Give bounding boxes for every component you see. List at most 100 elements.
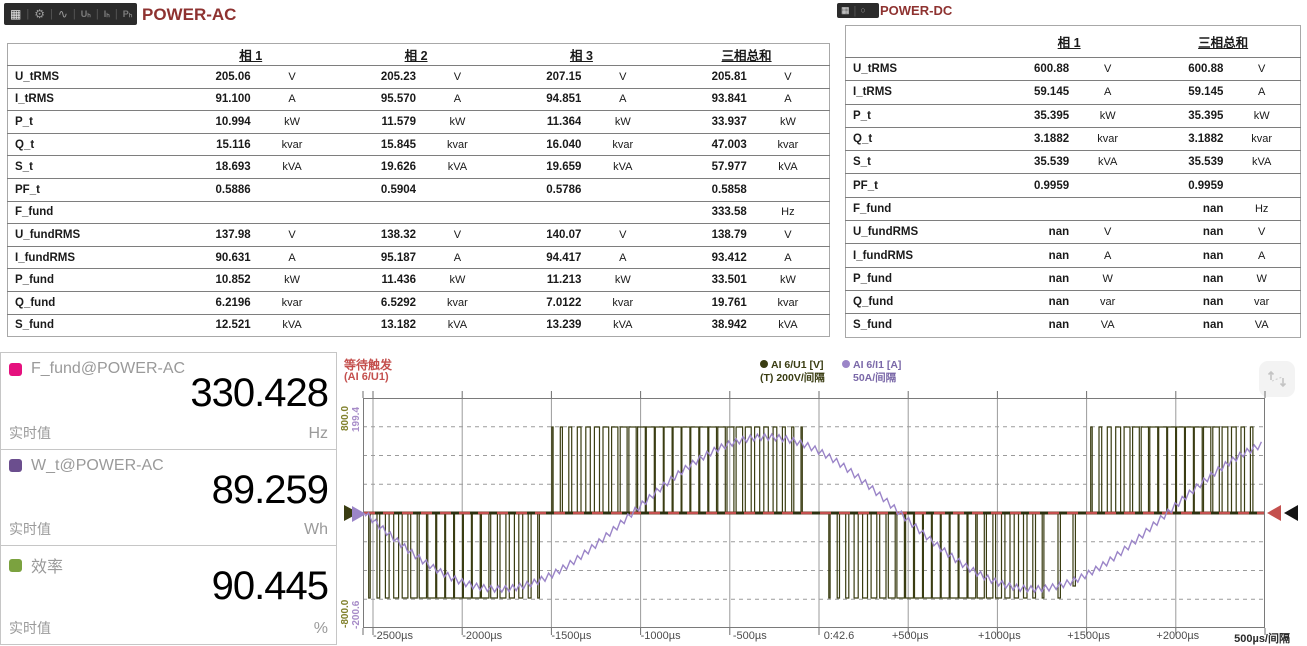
- unit-cell: kW: [614, 115, 631, 128]
- toolbar-separator: |: [49, 8, 53, 20]
- current-axis-max: 199.4: [351, 406, 362, 432]
- value-cell: 207.15: [546, 70, 582, 83]
- value-cell: 15.116: [216, 138, 251, 151]
- value-cell: 95.570: [380, 93, 417, 106]
- unit-cell: kVA: [1252, 156, 1272, 169]
- trigger-level-marker[interactable]: [1267, 505, 1281, 521]
- i-harmonics-button[interactable]: Iₕ: [103, 8, 110, 19]
- table-row: PF_t 0.9959 0.9959: [845, 174, 1301, 198]
- table-header-row: 相 1 相 2 相 3 三相总和: [7, 44, 830, 66]
- legend-current[interactable]: AI 6/I1 [A] 50A/间隔: [842, 359, 901, 385]
- table-row: S_t 35.539 kVA 35.539 kVA: [845, 151, 1301, 174]
- value-cell: 90.631: [215, 251, 251, 264]
- unit-cell: V: [1258, 63, 1266, 76]
- quantity-label: P_t: [853, 109, 871, 122]
- toolbar-separator: |: [853, 4, 857, 17]
- column-header: 相 1: [1057, 36, 1081, 50]
- waveform-icon[interactable]: ∿: [57, 7, 68, 21]
- unit-cell: V: [453, 228, 462, 241]
- value-cell: 18.693: [215, 161, 251, 174]
- table-icon[interactable]: ▦: [10, 7, 22, 21]
- time-tick-label: +1500µs: [1067, 630, 1110, 642]
- value-cell: 0.5786: [546, 183, 582, 196]
- trigger-source: (AI 6/U1): [344, 371, 389, 383]
- unit-cell: A: [784, 93, 792, 106]
- unit-cell: kvar: [281, 138, 303, 151]
- quantity-label: F_fund: [853, 202, 892, 215]
- metric-title: F_fund@POWER-AC: [31, 360, 186, 377]
- value-cell: 59.145: [1188, 86, 1224, 99]
- table-row: PF_t 0.5886 0.5904 0.5786 0.5858: [7, 178, 830, 202]
- unit-cell: kW: [1253, 109, 1270, 122]
- value-cell: 38.942: [711, 319, 747, 332]
- unit-cell: V: [288, 70, 296, 83]
- value-cell: nan: [1202, 272, 1224, 285]
- unit-cell: A: [1258, 249, 1266, 262]
- unit-cell: kvar: [447, 296, 468, 309]
- current-zero-marker[interactable]: [352, 506, 366, 522]
- value-cell: 91.100: [215, 93, 251, 106]
- unit-cell: kW: [779, 115, 796, 128]
- metric-card-w-t[interactable]: W_t@POWER-AC 89.259 实时值 Wh: [0, 448, 337, 547]
- unit-cell: kvar: [612, 138, 634, 151]
- value-cell: nan: [1202, 249, 1224, 262]
- unit-cell: V: [784, 70, 792, 83]
- metric-card-efficiency[interactable]: 效率 90.445 实时值 %: [0, 545, 337, 645]
- quantity-label: U_fundRMS: [853, 226, 919, 239]
- toolbar-separator: |: [114, 8, 118, 20]
- power-ac-toolbar[interactable]: ▦ | ⚙ | ∿ | Uₕ | Iₕ | Pₕ: [4, 3, 137, 25]
- value-cell: 35.395: [1188, 109, 1224, 122]
- unit-cell: kvar: [1251, 133, 1273, 146]
- unit-cell: kW: [1099, 109, 1116, 122]
- gear-icon[interactable]: ⚙: [34, 7, 45, 21]
- column-header: 相 1: [239, 49, 263, 63]
- time-tick-label: -1500µs: [551, 630, 592, 642]
- power-dc-table: 相 1 三相总和 U_tRMS 600.88 V 600.88 V I_tRMS 59.145 A…: [845, 25, 1301, 338]
- value-cell: 47.003: [711, 138, 747, 151]
- unit-cell: kW: [449, 115, 466, 128]
- autoscale-button[interactable]: [1259, 361, 1295, 397]
- column-header: 相 3: [569, 49, 593, 63]
- unit-cell: [581, 201, 664, 224]
- unit-cell: kVA: [282, 319, 302, 332]
- cursor-marker[interactable]: [1284, 505, 1298, 521]
- unit-cell: V: [619, 228, 627, 241]
- legend-voltage[interactable]: AI 6/U1 [V] (T) 200V/间隔: [760, 359, 825, 384]
- value-cell: 59.145: [1033, 86, 1070, 99]
- power-dc-toolbar[interactable]: ▦ | ○: [837, 3, 879, 18]
- unit-cell: [1069, 174, 1146, 197]
- quantity-label: PF_t: [853, 179, 878, 192]
- scope-plot-area[interactable]: [362, 391, 1266, 635]
- metric-caption: 实时值: [9, 521, 51, 538]
- unit-cell: [251, 201, 334, 224]
- unit-cell: Hz: [1254, 202, 1269, 215]
- gear-icon[interactable]: ○: [860, 5, 866, 15]
- unit-cell: V: [288, 228, 296, 241]
- metric-card-f-fund[interactable]: F_fund@POWER-AC 330.428 实时值 Hz: [0, 352, 337, 450]
- u-harmonics-button[interactable]: Uₕ: [80, 8, 91, 19]
- value-cell: 0.5886: [215, 183, 251, 196]
- metric-unit: %: [313, 619, 328, 637]
- power-ac-title: POWER-AC: [142, 5, 237, 24]
- value-cell: 0.9959: [1188, 179, 1224, 192]
- value-cell: 33.937: [711, 115, 747, 128]
- trigger-status: 等待触发: [344, 358, 393, 372]
- series-color-bullet: [9, 558, 22, 572]
- column-header: 三相总和: [721, 49, 772, 63]
- quantity-label: U_tRMS: [15, 70, 60, 83]
- value-cell: nan: [1048, 296, 1070, 309]
- p-harmonics-button[interactable]: Pₕ: [122, 8, 133, 19]
- metric-unit: Hz: [308, 424, 328, 442]
- value-cell: 35.395: [1033, 109, 1070, 122]
- unit-cell: VA: [1254, 319, 1269, 332]
- value-cell: 138.32: [380, 228, 417, 241]
- value-cell: 0.5904: [380, 183, 417, 196]
- value-cell: [992, 197, 1069, 220]
- quantity-label: PF_t: [15, 183, 40, 196]
- value-cell: 3.1882: [1188, 133, 1224, 146]
- quantity-label: I_fundRMS: [853, 249, 914, 262]
- toolbar-separator: |: [26, 8, 30, 20]
- quantity-label: S_fund: [853, 319, 892, 332]
- table-icon[interactable]: ▦: [841, 5, 850, 15]
